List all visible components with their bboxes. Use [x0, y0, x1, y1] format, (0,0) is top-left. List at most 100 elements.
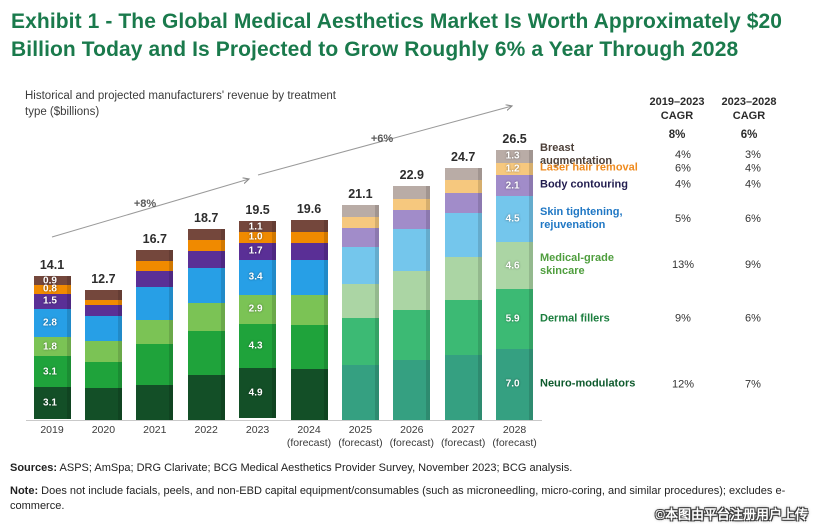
bar-total-label-2024: 19.6 — [296, 202, 322, 217]
legend-label: Breast augmentation — [540, 142, 613, 168]
segment-value-label: 1.8 — [43, 341, 57, 353]
segment-value-label: 1.7 — [248, 245, 263, 257]
note-label: Note: — [10, 485, 39, 497]
segment-value-label: 1.0 — [248, 231, 263, 243]
segment-value-label: 4.9 — [248, 387, 263, 399]
bar-segment-skin-tightening-rejuvenation: 4.5 — [496, 196, 534, 243]
bar-segment-medical-grade-skincare — [84, 341, 122, 362]
cagr-value-2023-2028: 6% — [745, 312, 761, 325]
segment-value-label: 4.3 — [248, 340, 263, 352]
cagr-value-2023-2028: 7% — [745, 378, 761, 391]
bar-segment-dermal-fillers: 3.1 — [33, 355, 71, 388]
bar-total-label-2026: 22.9 — [399, 168, 424, 183]
cagr-value-2023-2028: 4% — [745, 162, 761, 175]
x-axis-label-2021: 2021 — [143, 424, 167, 436]
bar-segment-medical-grade-skincare — [187, 302, 225, 332]
watermark: ©本图由平台注册用户上传 — [655, 507, 808, 522]
bar-2028: 1.3 1.2 2.1 4.5 4.6 5.9 7.0 — [496, 149, 534, 420]
bar-segment-laser-hair-removal — [444, 180, 482, 193]
cagr-value-2023-2028: 9% — [745, 258, 761, 271]
bar-total-label-2027: 24.7 — [451, 150, 476, 165]
bar-segment-breast-augmentation — [341, 204, 379, 217]
note-text: Does not include facials, peels, and non… — [10, 485, 786, 513]
bar-segment-body-contouring — [393, 209, 431, 230]
forecast-growth-label: +6% — [370, 133, 394, 145]
segment-value-label: 0.9 — [43, 275, 57, 287]
x-axis-label-2026: 2026 (forecast) — [389, 424, 434, 450]
bar-segment-medical-grade-skincare: 2.9 — [239, 294, 277, 325]
overall-cagr-2019-2023: 8% — [668, 129, 686, 141]
segment-value-label: 1.5 — [43, 295, 57, 307]
segment-value-label: 7.0 — [505, 378, 520, 390]
bar-segment-neuro-modulators: 4.9 — [239, 367, 277, 418]
exhibit-title: Exhibit 1 - The Global Medical Aesthetic… — [11, 10, 783, 61]
cagr-column-header-2019-2023: 2019–2023 CAGR — [649, 96, 705, 122]
bar-segment-body-contouring — [136, 271, 174, 288]
sources-label: Sources: — [10, 462, 58, 474]
sources-line: Sources: ASPS; AmSpa; DRG Clarivate; BCG… — [10, 462, 805, 474]
segment-value-label: 2.9 — [248, 303, 263, 315]
bar-segment-laser-hair-removal — [341, 217, 379, 229]
bar-segment-medical-grade-skincare — [444, 256, 482, 300]
bar-2026 — [393, 186, 431, 420]
historical-growth-label: +8% — [133, 198, 157, 210]
x-axis-label-2022: 2022 — [194, 424, 218, 436]
legend-label: Laser hair removal — [540, 161, 638, 174]
bar-2019: 0.9 0.8 1.5 2.8 1.8 3.1 3.1 — [33, 275, 71, 420]
bar-segment-skin-tightening-rejuvenation — [393, 229, 431, 272]
legend-label: Medical-grade skincare — [540, 251, 614, 277]
bar-segment-laser-hair-removal — [393, 198, 431, 210]
cagr-value-2019-2023: 6% — [675, 162, 691, 175]
note-line: Note: Does not include facials, peels, a… — [10, 484, 806, 515]
bar-total-label-2028: 26.5 — [502, 131, 527, 146]
bar-segment-neuro-modulators: 7.0 — [496, 348, 534, 420]
bar-2023: 1.1 1.0 1.7 3.4 2.9 4.3 4.9 — [239, 221, 277, 420]
bar-segment-dermal-fillers: 5.9 — [496, 288, 534, 349]
bar-segment-laser-hair-removal: 1.0 — [239, 231, 277, 243]
x-axis-label-2024: 2024 (forecast) — [286, 424, 332, 450]
legend-label: Neuro-modulators — [540, 377, 636, 390]
bar-segment-neuro-modulators: 3.1 — [33, 387, 71, 419]
legend-label: Dermal fillers — [540, 312, 610, 325]
cagr-value-2019-2023: 13% — [671, 258, 695, 271]
bar-segment-body-contouring: 1.5 — [33, 293, 71, 309]
segment-value-label: 3.4 — [248, 271, 263, 283]
bar-segment-skin-tightening-rejuvenation: 2.8 — [33, 308, 71, 338]
bar-total-label-2019: 14.1 — [39, 258, 65, 273]
legend-row-neuro-modulators: Neuro-modulators 12% 7% — [540, 378, 794, 391]
bar-segment-dermal-fillers — [341, 317, 379, 365]
bar-segment-body-contouring — [341, 228, 379, 247]
bar-2025 — [341, 204, 379, 420]
cagr-value-2023-2028: 6% — [745, 212, 761, 225]
bar-segment-skin-tightening-rejuvenation: 3.4 — [239, 259, 277, 295]
bar-segment-medical-grade-skincare: 1.8 — [33, 337, 71, 356]
bar-segment-neuro-modulators — [290, 368, 328, 420]
bar-segment-body-contouring: 2.1 — [496, 175, 534, 197]
legend-label: Body contouring — [540, 178, 628, 191]
bar-total-label-2022: 18.7 — [194, 211, 219, 226]
bar-segment-dermal-fillers — [393, 309, 431, 360]
cagr-value-2019-2023: 12% — [671, 378, 695, 391]
bar-segment-medical-grade-skincare — [341, 284, 379, 318]
bar-segment-breast-augmentation: 0.9 — [33, 275, 71, 287]
bar-segment-neuro-modulators — [341, 364, 379, 420]
cagr-value-2019-2023: 5% — [675, 212, 691, 225]
bar-segment-breast-augmentation — [136, 249, 174, 261]
x-axis-label-2028: 2028 (forecast) — [492, 424, 537, 450]
segment-value-label: 1.3 — [505, 150, 520, 162]
segment-value-label: 4.5 — [505, 213, 520, 225]
bar-total-label-2020: 12.7 — [91, 272, 116, 287]
cagr-column-header-2023-2028: 2023–2028 CAGR — [721, 96, 777, 122]
bar-segment-breast-augmentation — [187, 229, 225, 241]
bar-segment-medical-grade-skincare — [393, 271, 431, 310]
bar-segment-body-contouring — [444, 192, 482, 213]
legend-row-breast-augmentation: Breast augmentation 4% 3% — [540, 142, 794, 168]
segment-value-label: 1.1 — [248, 221, 263, 233]
bar-segment-dermal-fillers — [136, 344, 174, 386]
segment-value-label: 4.6 — [505, 260, 520, 271]
segment-value-label: 2.8 — [43, 317, 57, 329]
bar-segment-dermal-fillers — [187, 331, 225, 376]
bar-segment-neuro-modulators — [187, 375, 225, 420]
x-axis-line — [26, 420, 542, 421]
